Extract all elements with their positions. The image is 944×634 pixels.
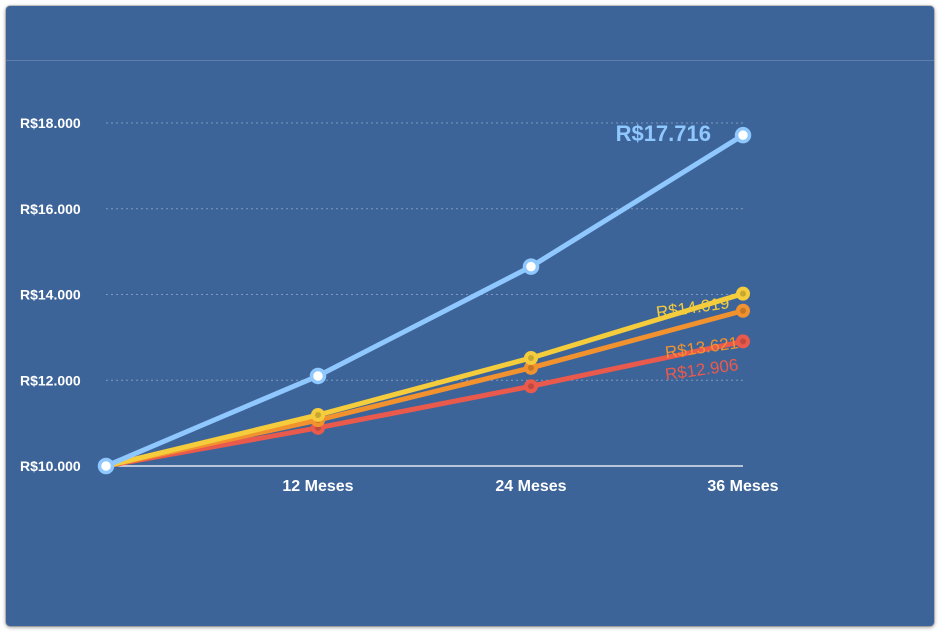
data-point (97, 457, 115, 475)
data-point-center (315, 411, 321, 418)
data-point-center (740, 290, 746, 297)
axis-layer: R$10.000 R$12.000 R$14.000 R$16.000 R$18.000… (20, 115, 779, 495)
data-point (309, 367, 327, 385)
series-line (103, 291, 746, 469)
data-point (736, 286, 750, 301)
x-tick-label: 24 Meses (495, 478, 566, 495)
data-point (734, 126, 752, 144)
y-tick-label: R$10.000 (20, 458, 81, 474)
grid-layer (106, 122, 743, 381)
data-point (522, 258, 540, 275)
data-point-center (528, 364, 534, 371)
data-point (736, 334, 750, 349)
series-line (103, 338, 746, 469)
data-point (524, 350, 538, 365)
data-point-center (528, 383, 534, 390)
data-point (311, 407, 325, 422)
chart-panel (6, 6, 934, 626)
y-tick-label: R$18.000 (20, 115, 81, 131)
x-tick-label: 12 Meses (282, 478, 353, 495)
data-point (736, 303, 750, 318)
series-line (103, 308, 746, 469)
header-divider (6, 60, 934, 61)
x-tick-label: 36 Meses (707, 478, 778, 495)
data-point-center (740, 307, 746, 314)
y-tick-label: R$12.000 (20, 372, 81, 388)
y-tick-label: R$14.000 (20, 287, 81, 303)
series-line (103, 132, 746, 469)
data-point (524, 379, 538, 394)
data-point-center (528, 354, 534, 361)
data-point-center (740, 338, 746, 345)
series-end-label: R$17.716 (616, 121, 711, 146)
y-tick-label: R$16.000 (20, 201, 81, 217)
series-layer (97, 126, 752, 475)
